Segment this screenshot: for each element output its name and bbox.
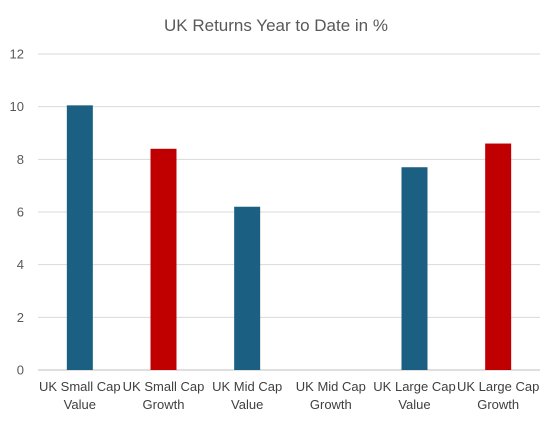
x-category-label: UK Mid Cap bbox=[296, 379, 366, 394]
bar bbox=[485, 143, 512, 370]
y-tick-label: 0 bbox=[17, 363, 24, 378]
y-tick-label: 8 bbox=[17, 152, 24, 167]
gridlines bbox=[38, 53, 540, 371]
y-tick-label: 2 bbox=[17, 310, 24, 325]
y-tick-label: 4 bbox=[17, 257, 24, 272]
y-tick-label: 10 bbox=[10, 99, 24, 114]
x-category-label: UK Small Cap bbox=[123, 379, 205, 394]
bar bbox=[401, 167, 428, 370]
x-category-label: Value bbox=[64, 397, 96, 412]
y-tick-label: 12 bbox=[10, 47, 24, 62]
x-category-label: Value bbox=[398, 397, 430, 412]
bar bbox=[234, 206, 261, 370]
x-category-label: UK Small Cap bbox=[39, 379, 121, 394]
y-axis-ticks: 0 2 4 6 8 10 12 bbox=[10, 47, 24, 378]
chart-title: UK Returns Year to Date in % bbox=[164, 16, 388, 35]
x-category-label: Growth bbox=[310, 397, 352, 412]
x-category-label: Growth bbox=[477, 397, 519, 412]
x-category-label: UK Large Cap bbox=[373, 379, 455, 394]
x-axis-labels: UK Small Cap Value UK Small Cap Growth UK Mi… bbox=[39, 379, 539, 412]
x-category-label: UK Mid Cap bbox=[212, 379, 282, 394]
x-category-label: Growth bbox=[143, 397, 185, 412]
bar bbox=[66, 105, 93, 370]
y-tick-label: 6 bbox=[17, 205, 24, 220]
x-category-label: UK Large Cap bbox=[457, 379, 539, 394]
bar bbox=[150, 148, 177, 370]
x-category-label: Value bbox=[231, 397, 263, 412]
bars bbox=[66, 105, 512, 370]
